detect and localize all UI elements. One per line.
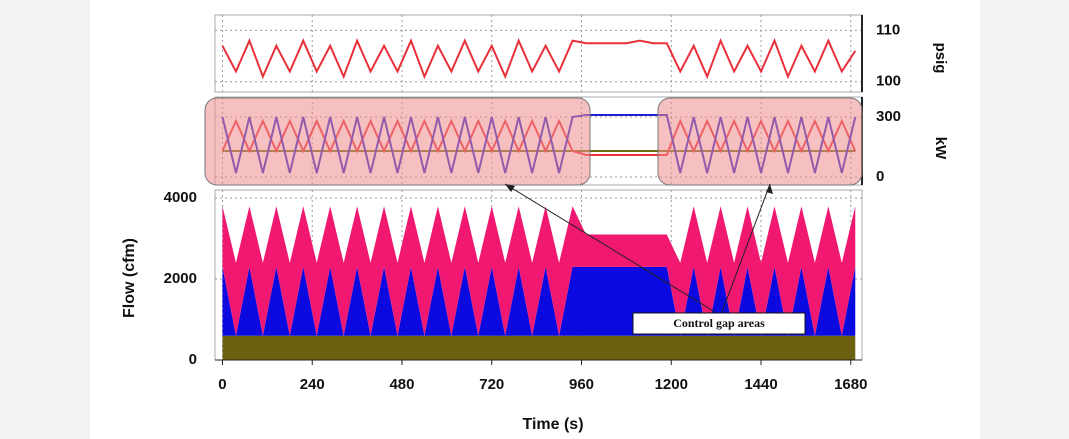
line <box>221 38 857 80</box>
x-tick-label: 1440 <box>744 376 777 393</box>
gap-box <box>204 97 591 186</box>
annotation: Control gap areas <box>673 316 765 330</box>
y-axis-label: psig <box>932 43 949 74</box>
y-tick-label: 0 <box>189 351 197 368</box>
arrow-head <box>766 184 773 194</box>
x-tick-label: 240 <box>300 376 325 393</box>
y-tick-label: 2000 <box>164 270 197 287</box>
x-tick-label: 1680 <box>834 376 867 393</box>
y-tick-label: 300 <box>876 108 901 125</box>
gap-box <box>657 97 863 186</box>
y-axis-label: Flow (cfm) <box>121 238 138 318</box>
y-tick-label: 110 <box>876 21 900 38</box>
y-axis-label: kW <box>932 137 949 160</box>
y-tick-label: 4000 <box>164 189 197 206</box>
arrow <box>721 183 771 313</box>
background <box>90 0 980 439</box>
y-tick-label: 100 <box>876 73 901 90</box>
arrow <box>504 183 716 313</box>
y-tick-label: 0 <box>876 168 884 185</box>
annotation-box <box>632 312 806 335</box>
x-tick-label: 0 <box>218 376 226 393</box>
area <box>222 335 856 360</box>
arrow-head <box>505 184 515 192</box>
x-axis-label: Time (s) <box>522 416 583 433</box>
area <box>222 206 856 336</box>
x-tick-label: 960 <box>569 376 594 393</box>
x-tick-label: 480 <box>389 376 414 393</box>
x-tick-label: 1200 <box>655 376 688 393</box>
x-tick-label: 720 <box>479 376 504 393</box>
